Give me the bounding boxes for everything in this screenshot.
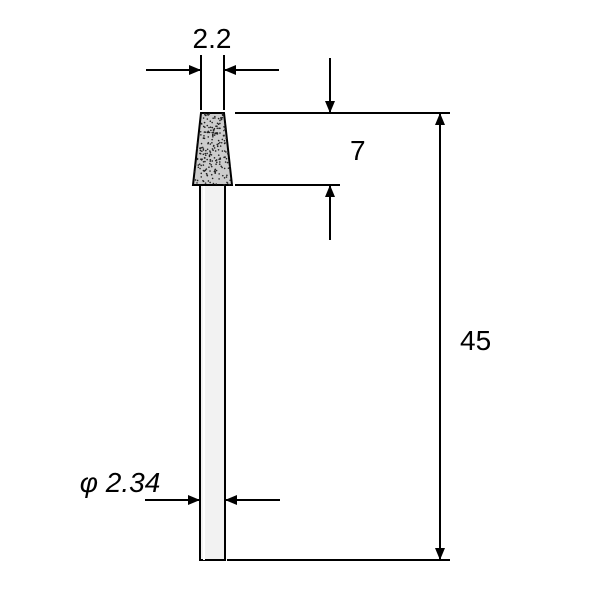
technical-drawing: 2.2 7 45 φ 2.34 bbox=[0, 0, 600, 600]
dimensions: 2.2 7 45 φ 2.34 bbox=[80, 23, 491, 560]
dim-shaft-diameter-label: φ 2.34 bbox=[80, 467, 161, 498]
grinding-bit bbox=[193, 113, 232, 560]
dim-tip-height-label: 7 bbox=[350, 135, 366, 166]
dim-tip-width-label: 2.2 bbox=[193, 23, 232, 54]
dim-total-height-label: 45 bbox=[460, 325, 491, 356]
